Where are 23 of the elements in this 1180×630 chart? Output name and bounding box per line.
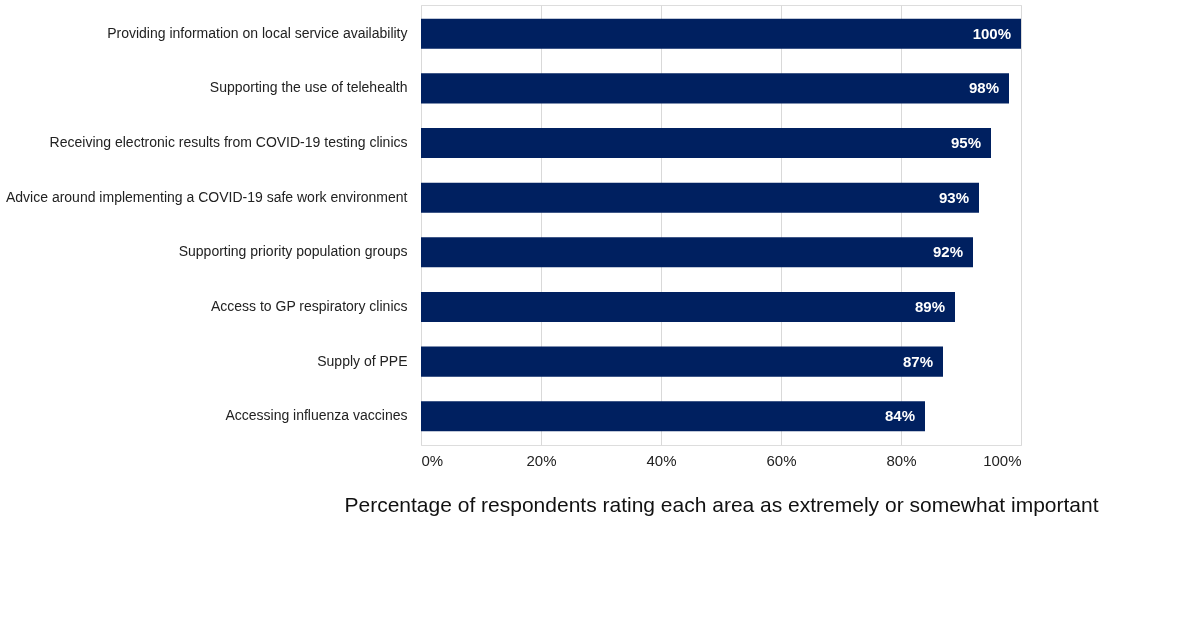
y-tick-label: Receiving electronic results from COVID-19 testing clinics — [49, 134, 408, 151]
data-label: 84% — [884, 407, 915, 425]
data-label: 98% — [968, 79, 999, 97]
x-axis-title: Percentage of respondents rating each area as extremely or somewhat important — [344, 492, 1099, 516]
y-tick-label: Supporting priority population groups — [178, 243, 408, 260]
data-label: 100% — [972, 24, 1011, 42]
y-tick-label: Advice around implementing a COVID-19 safe work environment — [5, 188, 408, 205]
x-tick-label: 0% — [421, 451, 444, 469]
y-tick-label: Accessing influenza vaccines — [225, 407, 408, 424]
y-tick-label: Supply of PPE — [317, 352, 408, 369]
x-tick-label: 80% — [886, 451, 917, 469]
data-label: 89% — [914, 297, 945, 315]
x-tick-label: 60% — [766, 451, 797, 469]
x-tick-label: 100% — [983, 451, 1022, 469]
data-label: 95% — [950, 134, 981, 152]
data-label: 87% — [902, 352, 933, 370]
y-tick-label: Supporting the use of telehealth — [209, 79, 408, 96]
y-tick-label: Access to GP respiratory clinics — [210, 297, 408, 314]
x-tick-label: 40% — [646, 451, 677, 469]
x-tick-label: 20% — [526, 451, 557, 469]
data-label: 92% — [932, 243, 963, 261]
y-tick-label: Providing information on local service availability — [107, 24, 408, 41]
data-label: 93% — [938, 188, 969, 206]
